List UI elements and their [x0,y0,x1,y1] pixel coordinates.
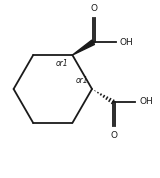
Text: O: O [110,131,117,140]
Text: or1: or1 [75,76,88,85]
Text: O: O [91,4,98,13]
Text: OH: OH [139,97,153,106]
Text: or1: or1 [56,59,68,68]
Text: OH: OH [120,38,133,47]
Polygon shape [72,40,95,55]
